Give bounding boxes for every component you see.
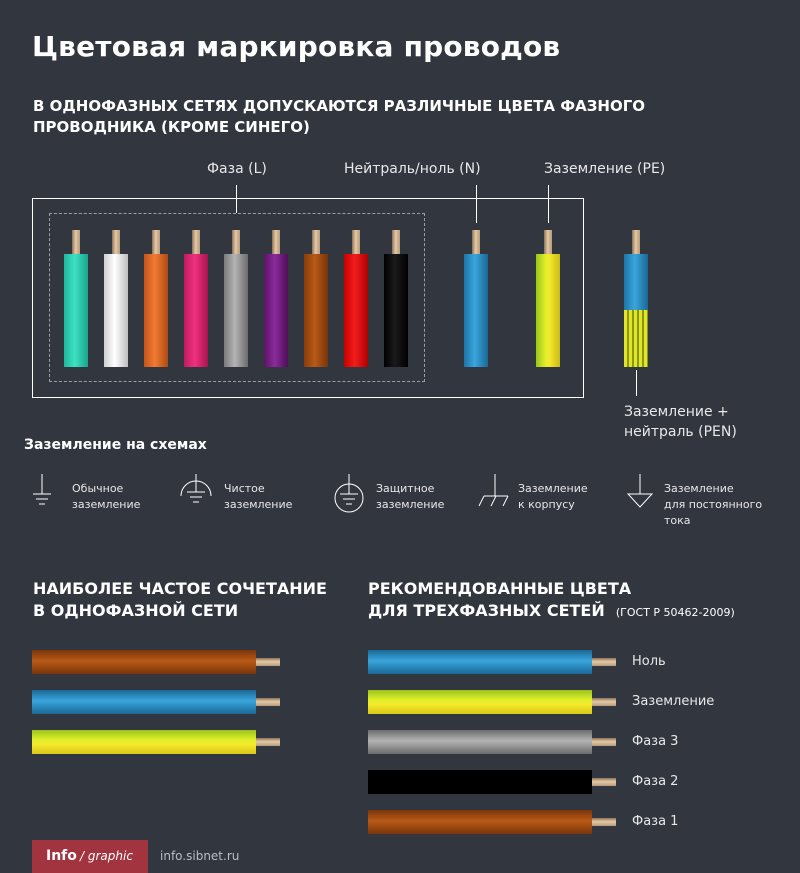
- protective-ground-icon: [334, 474, 364, 513]
- phase-wire-violet: [264, 254, 288, 367]
- earth-wire-yellow-green: [536, 254, 560, 367]
- pen-label-line1: Заземление +: [624, 404, 729, 420]
- phase-wire-pink: [184, 254, 208, 367]
- single-phase-frame: [32, 198, 584, 398]
- badge-italic-text: / graphic: [80, 849, 133, 863]
- three-phase-wire-phase1: [368, 810, 592, 834]
- phase-wire-turquoise: [64, 254, 88, 367]
- single-phase-heading: НАИБОЛЕЕ ЧАСТОЕ СОЧЕТАНИЕ В ОДНОФАЗНОЙ С…: [33, 579, 327, 620]
- wire-tip: [592, 658, 616, 666]
- three-phase-wire-neutral: [368, 650, 592, 674]
- three-phase-wire-phase2: [368, 770, 592, 794]
- three-phase-label-phase2: Фаза 2: [632, 774, 679, 789]
- neutral-leader-line: [476, 185, 477, 223]
- pen-wire-blue-section: [624, 254, 648, 310]
- phase-wire-orange: [144, 254, 168, 367]
- wire-tip: [544, 230, 552, 254]
- wire-tip: [592, 778, 616, 786]
- wire-tip: [392, 230, 400, 254]
- three-phase-wire-earth: [368, 690, 592, 714]
- clean-ground-icon: [180, 474, 212, 503]
- badge-bold-text: Info: [46, 848, 77, 864]
- phase-leader-line: [236, 185, 237, 213]
- three-phase-label-earth: Заземление: [632, 694, 715, 709]
- phase-group-frame: [49, 213, 425, 382]
- site-link[interactable]: info.sibnet.ru: [160, 849, 240, 863]
- three-phase-label-phase1: Фаза 1: [632, 814, 679, 829]
- wire-tip: [592, 698, 616, 706]
- wire-tip: [472, 230, 480, 254]
- wire-tip: [192, 230, 200, 254]
- pen-leader-line: [636, 370, 637, 396]
- page-subtitle: В ОДНОФАЗНЫХ СЕТЯХ ДОПУСКАЮТСЯ РАЗЛИЧНЫЕ…: [33, 97, 646, 136]
- three-phase-wire-phase3: [368, 730, 592, 754]
- single-phase-wire-brown: [32, 650, 256, 674]
- wire-tip: [72, 230, 80, 254]
- phase-wire-white: [104, 254, 128, 367]
- wire-tip: [256, 698, 280, 706]
- wire-tip: [232, 230, 240, 254]
- wire-tip: [592, 738, 616, 746]
- phase-wire-black: [384, 254, 408, 367]
- gost-standard: (ГОСТ Р 50462-2009): [615, 606, 735, 619]
- phase-wire-brown: [304, 254, 328, 367]
- phase-label: Фаза (L): [207, 161, 267, 177]
- pen-label: Заземление + нейтраль (PEN): [624, 402, 737, 442]
- infographic-badge: Info / graphic: [32, 840, 148, 873]
- pen-wire-striped-section: [624, 310, 648, 367]
- dc-ground-icon: [626, 474, 654, 508]
- neutral-label: Нейтраль/ноль (N): [344, 161, 481, 177]
- chassis-ground-icon: [478, 474, 509, 507]
- wire-tip: [256, 658, 280, 666]
- protective-ground-label: Защитное заземление: [376, 482, 445, 511]
- wire-tip: [112, 230, 120, 254]
- wire-tip: [272, 230, 280, 254]
- ordinary-ground-icon: [33, 474, 51, 505]
- wire-tip: [592, 818, 616, 826]
- three-phase-label-phase3: Фаза 3: [632, 734, 679, 749]
- wire-tip: [152, 230, 160, 254]
- wire-tip: [256, 738, 280, 746]
- single-phase-wire-blue: [32, 690, 256, 714]
- wire-tip: [352, 230, 360, 254]
- dc-ground-label: Заземление для постоянного тока: [664, 482, 763, 527]
- grounding-heading: Заземление на схемах: [24, 437, 207, 453]
- phase-wire-red: [344, 254, 368, 367]
- wire-tip: [632, 230, 640, 254]
- pen-label-line2: нейтраль (PEN): [624, 424, 737, 440]
- phase-wire-grey: [224, 254, 248, 367]
- three-phase-heading: РЕКОМЕНДОВАННЫЕ ЦВЕТА ДЛЯ ТРЕХФАЗНЫХ СЕТ…: [368, 579, 735, 620]
- wire-tip: [312, 230, 320, 254]
- earth-leader-line: [548, 185, 549, 223]
- three-phase-label-neutral: Ноль: [632, 654, 666, 669]
- neutral-wire-blue: [464, 254, 488, 367]
- clean-ground-label: Чистое заземление: [224, 482, 293, 511]
- earth-label: Заземление (PE): [544, 161, 666, 177]
- single-phase-wire-yellow-green: [32, 730, 256, 754]
- chassis-ground-label: Заземление к корпусу: [518, 482, 588, 511]
- page-title: Цветовая маркировка проводов: [32, 30, 561, 63]
- ordinary-ground-label: Обычное заземление: [72, 482, 141, 511]
